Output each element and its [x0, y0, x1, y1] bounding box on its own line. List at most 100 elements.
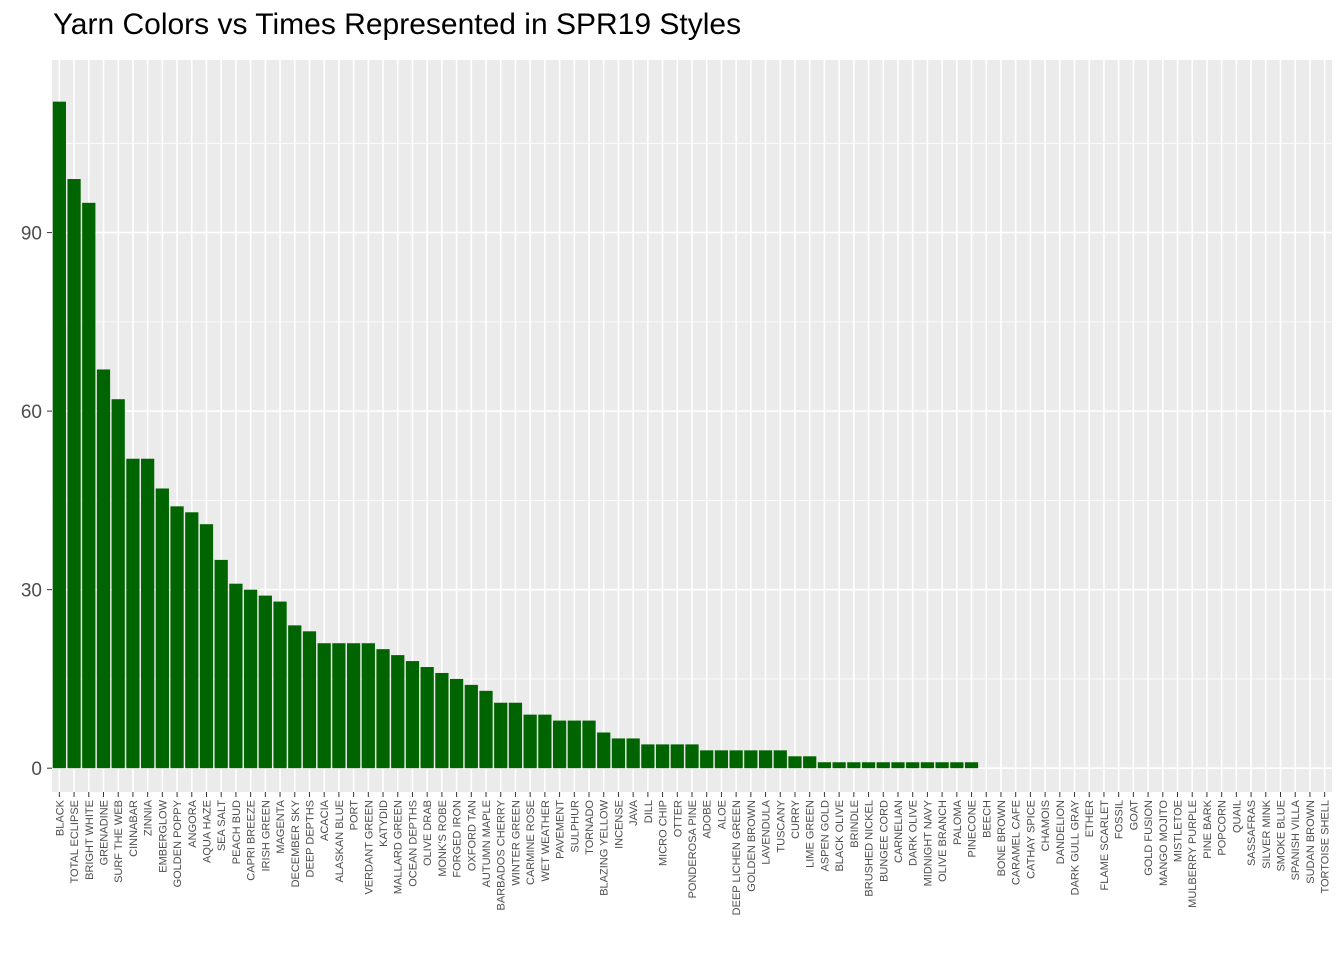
bar — [317, 643, 331, 769]
bar — [229, 583, 243, 769]
bar — [494, 702, 508, 769]
x-tick-label: WINTER GREEN — [510, 800, 522, 886]
x-tick-label: BLACK — [54, 799, 66, 836]
x-tick-label: CHAMOIS — [1040, 800, 1052, 851]
x-tick-label: FORGED IRON — [452, 800, 464, 878]
x-tick-label: SPANISH VILLA — [1290, 799, 1302, 880]
bar — [405, 661, 420, 769]
x-tick-label: LIME GREEN — [805, 800, 817, 868]
bar — [920, 762, 935, 769]
x-tick-label: PINECONE — [967, 800, 979, 857]
bar — [611, 738, 626, 769]
x-tick-label: CARNELIAN — [893, 800, 905, 863]
x-tick-label: FOSSIL — [1114, 800, 1126, 839]
bar — [641, 744, 655, 769]
x-tick-label: SILVER MINK — [1261, 799, 1273, 869]
x-tick-label: DARK OLIVE — [908, 800, 920, 866]
bar — [288, 625, 302, 769]
bar — [758, 750, 773, 769]
x-tick-label: PINE BARK — [1202, 799, 1214, 858]
bar — [817, 762, 832, 769]
x-tick-label: VERDANT GREEN — [363, 800, 375, 895]
x-tick-label: QUAIL — [1231, 800, 1243, 833]
x-tick-label: OTTER — [672, 800, 684, 837]
x-tick-label: TORTOISE SHELL — [1320, 800, 1332, 894]
bar — [508, 702, 523, 769]
x-tick-label: CAPRI BREEZE — [246, 800, 258, 881]
x-tick-label: SMOKE BLUE — [1276, 800, 1288, 872]
bar — [273, 601, 287, 769]
x-tick-label: ZINNIA — [143, 799, 155, 836]
x-tick-label: CURRY — [790, 799, 802, 839]
bar — [788, 756, 802, 769]
x-tick-label: EMBERGLOW — [157, 799, 169, 872]
bar — [685, 744, 699, 769]
x-tick-label: GOLDEN BROWN — [746, 800, 758, 892]
bar — [449, 678, 464, 769]
x-tick-label: GOLD FUSION — [1143, 800, 1155, 876]
bar — [479, 690, 493, 769]
x-tick-label: ACACIA — [319, 799, 331, 841]
bar — [126, 458, 140, 769]
y-tick-label: 90 — [21, 224, 42, 245]
x-tick-label: MAGENTA — [275, 799, 287, 853]
x-tick-label: GOAT — [1128, 800, 1140, 831]
x-tick-label: LAVENDULA — [761, 799, 773, 864]
x-tick-label: MALLARD GREEN — [393, 800, 405, 894]
x-tick-label: PAVEMENT — [555, 800, 567, 859]
bar — [82, 202, 96, 769]
bar — [302, 631, 317, 769]
x-tick-label: ALOE — [716, 800, 728, 829]
x-tick-label: AUTUMN MAPLE — [481, 800, 493, 887]
x-tick-label: DECEMBER SKY — [290, 799, 302, 887]
x-tick-label: MULBERRY PURPLE — [1187, 800, 1199, 908]
x-tick-label: DEEP DEPTHS — [304, 800, 316, 877]
bar — [597, 732, 611, 769]
x-tick-label: SUDAN BROWN — [1305, 800, 1317, 884]
bar — [67, 179, 81, 769]
x-tick-label: IRISH GREEN — [260, 800, 272, 872]
x-tick-label: ADOBE — [702, 800, 714, 839]
bar — [655, 744, 670, 769]
chart-title: Yarn Colors vs Times Represented in SPR1… — [53, 8, 742, 41]
bar — [141, 458, 155, 769]
x-tick-label: OCEAN DEPTHS — [407, 800, 419, 887]
bar — [582, 720, 596, 769]
x-tick-label: DILL — [643, 800, 655, 823]
bar — [361, 643, 375, 769]
x-tick-label: WET WEATHER — [540, 800, 552, 882]
bar — [744, 750, 758, 769]
x-tick-label: MONK'S ROBE — [437, 800, 449, 877]
bar — [214, 559, 228, 769]
x-tick-label: MANGO MOJITO — [1158, 800, 1170, 886]
bar — [96, 369, 111, 769]
bar — [729, 750, 743, 769]
bars — [52, 101, 979, 769]
x-tick-label: SEA SALT — [216, 800, 228, 851]
bar — [435, 672, 449, 769]
x-tick-label: TUSCANY — [775, 799, 787, 852]
y-tick-label: 60 — [21, 402, 42, 423]
bar — [199, 524, 214, 769]
bar — [773, 750, 787, 769]
bar — [244, 589, 258, 769]
bar — [464, 684, 478, 769]
bar — [391, 655, 405, 769]
bar — [185, 512, 199, 769]
x-tick-label: GRENADINE — [98, 800, 110, 865]
x-tick-label: BLAZING YELLOW — [599, 799, 611, 895]
bar — [876, 762, 890, 769]
x-tick-label: SULPHUR — [569, 800, 581, 853]
bar — [111, 399, 125, 769]
x-tick-label: JAVA — [628, 799, 640, 826]
bar — [803, 756, 817, 769]
x-tick-label: BRINDLE — [849, 800, 861, 848]
x-tick-label: FLAME SCARLET — [1099, 800, 1111, 891]
y-tick-label: 30 — [21, 581, 42, 602]
x-tick-label: ETHER — [1084, 800, 1096, 837]
x-tick-label: SASSAFRAS — [1246, 800, 1258, 866]
bar — [258, 595, 272, 769]
bar — [332, 643, 346, 769]
x-tick-label: OLIVE BRANCH — [937, 800, 949, 882]
